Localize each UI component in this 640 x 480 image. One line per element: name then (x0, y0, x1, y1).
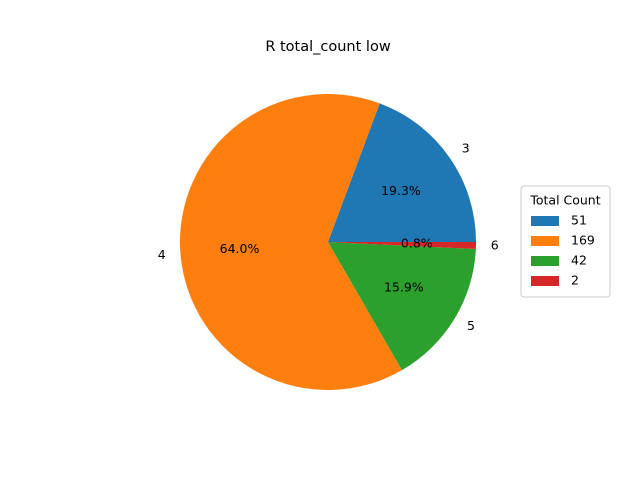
slice-category-label: 5 (467, 318, 475, 333)
slice-category-label: 3 (462, 141, 470, 156)
legend-title: Total Count (529, 193, 600, 208)
chart-title: R total_count low (265, 39, 391, 55)
legend-swatch (531, 216, 559, 226)
pie-labels: 3 19.3% 4 64.0% 5 15.9% 6 0.8% (158, 141, 499, 334)
slice-percent-label: 15.9% (384, 280, 424, 295)
pie-slices (180, 94, 476, 391)
legend-swatch (531, 276, 559, 286)
pie-slice-5 (328, 242, 476, 371)
slice-category-label: 4 (158, 247, 166, 262)
pie-slice-4 (180, 94, 402, 391)
legend-entry-label: 2 (571, 273, 579, 288)
slice-category-label: 6 (491, 237, 499, 252)
slice-percent-label: 19.3% (381, 183, 421, 198)
slice-percent-label: 0.8% (401, 236, 433, 251)
legend: Total Count 51 169 42 2 (520, 185, 611, 298)
legend-entry-label: 42 (571, 253, 587, 268)
legend-swatch (531, 236, 559, 246)
legend-swatch (531, 256, 559, 266)
legend-entry-label: 51 (571, 213, 587, 228)
legend-entries: 51 169 42 2 (531, 213, 595, 288)
slice-percent-label: 64.0% (220, 241, 260, 256)
legend-frame (520, 185, 611, 298)
pie-slice-3 (328, 103, 476, 242)
pie-slice-6 (328, 242, 476, 250)
legend-entry-label: 169 (571, 233, 595, 248)
